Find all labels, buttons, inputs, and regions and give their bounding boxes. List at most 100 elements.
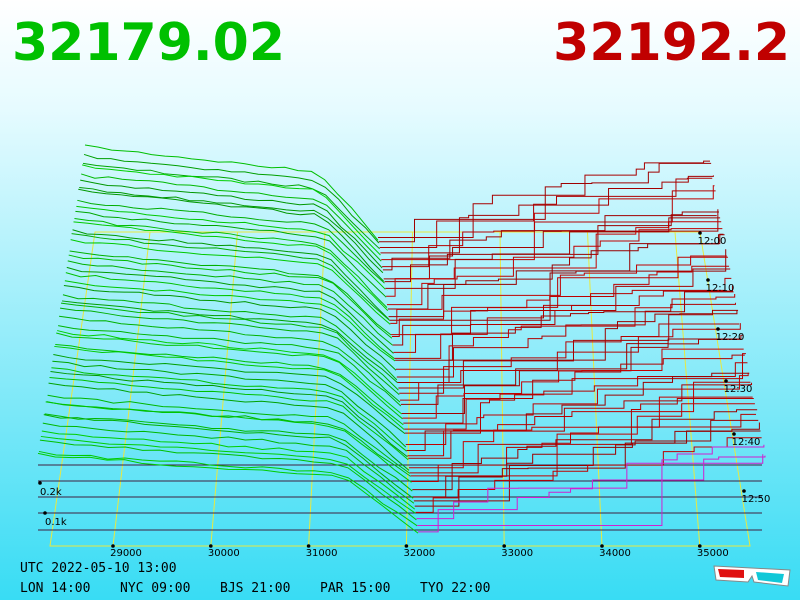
bid-depth-line	[83, 153, 380, 244]
ask-depth-line	[416, 454, 764, 520]
ask-depth-line	[397, 310, 738, 383]
bid-depth-line	[83, 162, 380, 250]
ask-depth-line	[386, 228, 723, 306]
time-tick	[724, 379, 728, 383]
ask-depth-line	[403, 354, 745, 424]
bid-depth-line	[66, 266, 394, 354]
ask-depth-line	[379, 177, 713, 249]
volume-tick	[38, 481, 42, 485]
bid-depth-line	[59, 315, 401, 403]
price-tick	[209, 544, 213, 548]
bid-depth-line	[47, 394, 411, 474]
bid-depth-line	[60, 302, 399, 391]
bid-depth-line	[61, 300, 398, 384]
ask-price: 32192.2	[553, 13, 790, 73]
bid-price: 32179.02	[12, 13, 285, 73]
ask-depth-line	[396, 302, 736, 378]
bid-depth-line	[70, 239, 391, 325]
bid-depth-line	[80, 179, 383, 269]
city-time: NYC 09:00	[120, 581, 190, 596]
ask-depth-line	[393, 277, 732, 353]
ask-depth-line	[411, 413, 757, 483]
volume-tick	[43, 511, 47, 515]
floor-outline	[49, 231, 751, 547]
price-tick	[698, 544, 702, 548]
bid-depth-line	[48, 382, 410, 471]
price-tick	[111, 544, 115, 548]
bid-depth-line	[67, 260, 394, 346]
bid-depth-line	[74, 218, 388, 308]
ask-depth-line	[414, 430, 761, 507]
utc-time: UTC 2022-05-10 13:00	[20, 561, 177, 576]
bid-depth-line	[73, 221, 389, 312]
bid-depth-line	[49, 376, 409, 461]
ask-depth-line	[382, 190, 716, 268]
ask-depth-line	[398, 309, 739, 389]
bid-depth-line	[59, 307, 400, 395]
city-time: BJS 21:00	[220, 581, 290, 596]
bid-depth-line	[53, 354, 406, 435]
bid-depth-line	[84, 144, 379, 241]
price-grid-line	[308, 231, 326, 547]
bid-depth-line	[57, 330, 402, 415]
city-time: TYO 22:00	[420, 581, 490, 596]
bid-depth-line	[64, 280, 396, 362]
ask-depth-line	[391, 265, 730, 337]
time-label: 12:30	[724, 384, 753, 395]
time-label: 12:20	[716, 332, 745, 343]
time-tick	[706, 278, 710, 282]
ask-depth-line	[380, 175, 714, 254]
ask-depth-line	[413, 419, 759, 498]
bid-depth-line	[76, 205, 386, 290]
bid-depth-line	[56, 332, 403, 420]
bid-depth-line	[58, 325, 402, 407]
ask-depth-line	[390, 255, 727, 324]
ask-depth-line	[399, 323, 740, 394]
price-tick	[600, 544, 604, 548]
ask-depth-line	[395, 293, 736, 370]
3d-glasses-icon	[713, 565, 791, 587]
bid-depth-line	[45, 401, 412, 483]
ask-depth-line	[417, 444, 765, 527]
price-tick	[306, 544, 311, 548]
ask-depth-line	[404, 362, 748, 434]
bid-depth-line	[78, 188, 385, 282]
time-tick	[742, 489, 746, 493]
ask-depth-line	[400, 338, 742, 405]
bid-depth-line	[39, 439, 417, 521]
price-label: 35000	[697, 548, 729, 559]
bid-depth-line	[69, 250, 392, 336]
bid-depth-line	[68, 254, 393, 339]
bid-depth-line	[79, 186, 384, 274]
bid-depth-line	[44, 413, 413, 492]
ask-depth-line	[386, 221, 722, 297]
price-label: 32000	[403, 548, 435, 559]
ask-depth-line	[409, 396, 753, 469]
price-tick	[502, 544, 507, 548]
ask-depth-line	[418, 455, 766, 533]
bid-depth-line	[42, 422, 415, 504]
price-label: 34000	[599, 548, 631, 559]
price-grid-line	[112, 231, 151, 547]
time-label: 12:10	[706, 283, 735, 294]
time-tick	[732, 432, 736, 436]
price-label: 33000	[501, 548, 533, 559]
bid-depth-line	[46, 401, 411, 477]
price-label: 30000	[208, 548, 240, 559]
ask-depth-line	[408, 382, 753, 459]
time-tick	[716, 327, 720, 331]
volume-label: 0.2k	[40, 487, 62, 498]
bid-depth-line	[77, 199, 385, 284]
bid-depth-line	[54, 345, 405, 430]
price-label: 29000	[110, 548, 142, 559]
bid-depth-line	[38, 450, 418, 527]
ask-depth-line	[384, 211, 719, 283]
city-time: PAR 15:00	[320, 581, 390, 596]
bid-depth-line	[55, 344, 404, 426]
depth-lines	[37, 144, 766, 534]
ask-depth-line	[402, 348, 744, 419]
ask-depth-line	[378, 162, 712, 243]
bid-depth-line	[65, 272, 395, 359]
bid-depth-line	[41, 430, 416, 510]
